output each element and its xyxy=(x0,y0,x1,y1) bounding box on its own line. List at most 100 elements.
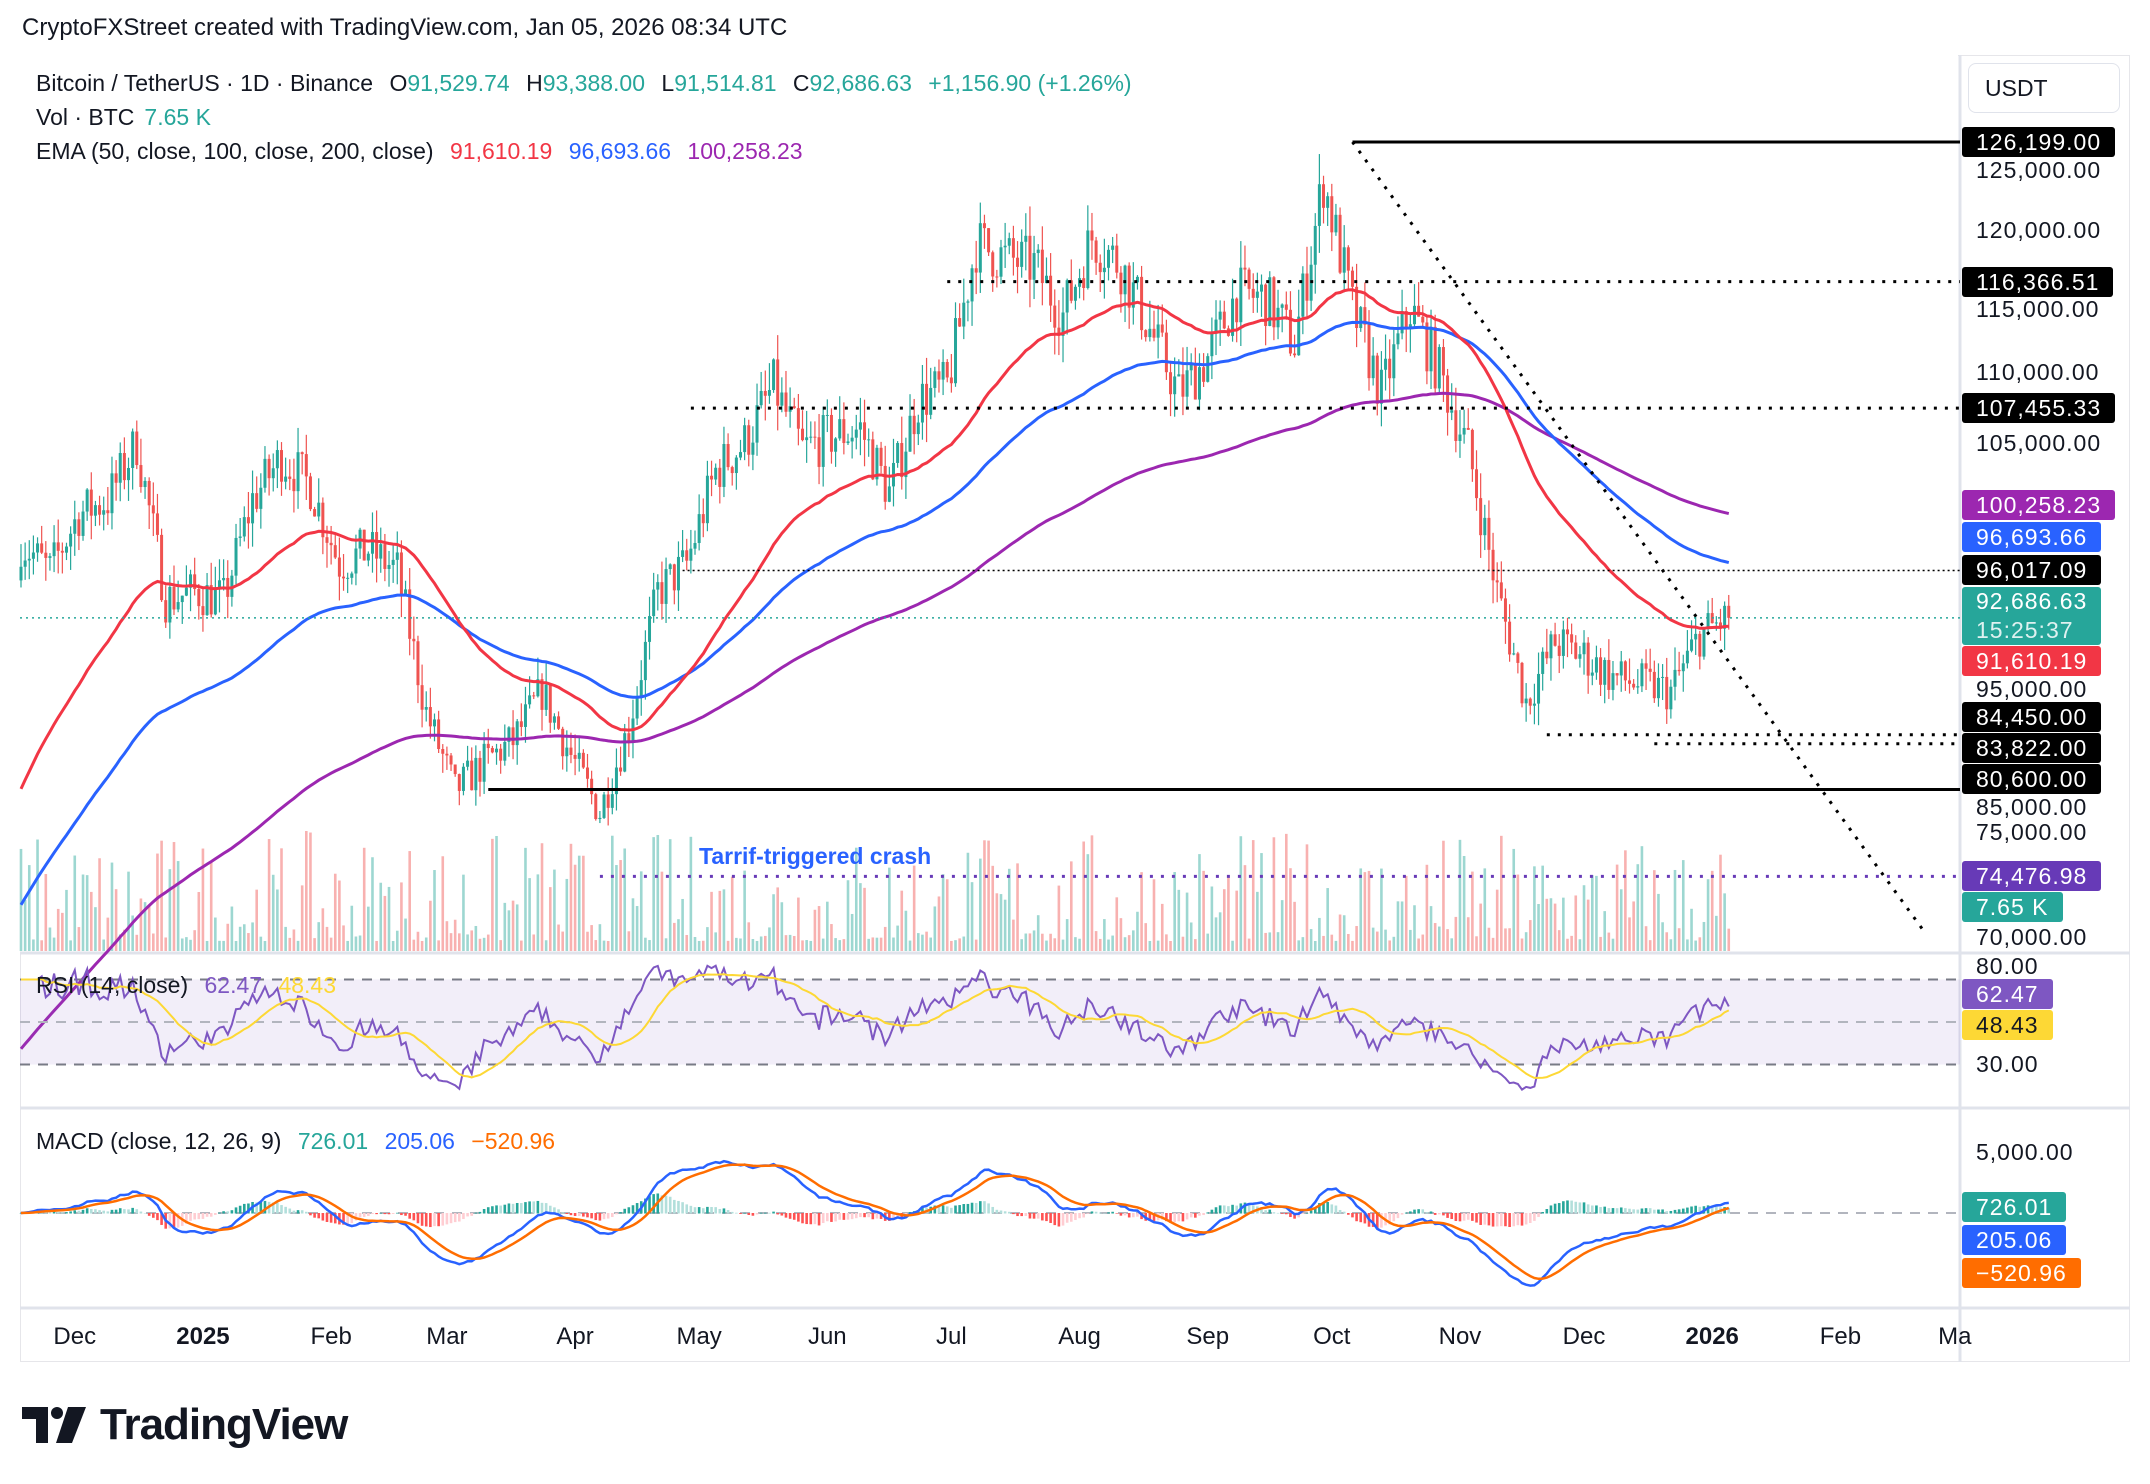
macd-histogram-bar xyxy=(118,1208,122,1214)
macd-label[interactable]: MACD (close, 12, 26, 9) xyxy=(36,1128,282,1154)
macd-histogram-bar xyxy=(813,1213,817,1225)
macd-histogram-bar xyxy=(1218,1205,1222,1214)
volume-bar xyxy=(764,935,767,951)
volume-bar xyxy=(916,933,920,951)
volume-bar xyxy=(1173,872,1176,951)
ema-label[interactable]: EMA (50, close, 100, close, 200, close) xyxy=(36,138,434,164)
volume-bar xyxy=(280,848,283,951)
macd-histogram-bar xyxy=(1264,1210,1267,1214)
currency-button[interactable]: USDT xyxy=(1968,63,2120,113)
volume-label[interactable]: Vol · BTC xyxy=(36,104,135,130)
volume-bar xyxy=(1619,889,1623,951)
macd-histogram-bar xyxy=(1260,1207,1263,1214)
candle-body xyxy=(635,696,639,719)
volume-bar xyxy=(152,933,155,951)
volume-bar xyxy=(1355,926,1358,951)
volume-bar xyxy=(718,890,722,951)
macd-histogram-bar xyxy=(1462,1213,1466,1221)
rsi-ma-axis-label: 48.43 xyxy=(1962,1010,2053,1040)
macd-histogram-bar xyxy=(850,1213,854,1220)
volume-bar xyxy=(875,937,879,951)
candle-body xyxy=(784,392,788,412)
macd-histogram-bar xyxy=(1458,1213,1462,1222)
symbol-title[interactable]: Bitcoin / TetherUS · 1D · Binance xyxy=(36,70,374,96)
macd-histogram-bar xyxy=(1524,1213,1528,1225)
macd-histogram-bar xyxy=(433,1213,436,1227)
rsi-label[interactable]: RSI (14, close) xyxy=(36,972,189,998)
volume-bar xyxy=(863,887,866,951)
macd-histogram-bar xyxy=(123,1209,126,1214)
candle-body xyxy=(474,757,478,791)
volume-bar xyxy=(1628,917,1631,951)
macd-histogram-bar xyxy=(391,1213,395,1214)
macd-histogram-bar xyxy=(242,1203,246,1214)
macd-histogram-bar xyxy=(1586,1204,1590,1214)
candle-body xyxy=(751,442,755,455)
macd-histogram-bar xyxy=(1425,1212,1429,1214)
candle-body xyxy=(1218,311,1222,320)
volume-bar xyxy=(974,939,978,951)
macd-histogram-bar xyxy=(1438,1213,1441,1215)
macd-histogram-bar xyxy=(1165,1213,1168,1222)
candle-body xyxy=(1073,286,1077,301)
level-price-label: 116,366.51 xyxy=(1962,267,2114,297)
macd-histogram-bar xyxy=(333,1213,337,1224)
candle-body xyxy=(1011,238,1015,258)
volume-bar xyxy=(1409,929,1412,951)
volume-bar xyxy=(991,865,995,951)
volume-bar xyxy=(1074,937,1077,951)
volume-bar xyxy=(305,831,308,951)
candle-body xyxy=(1388,358,1392,379)
macd-histogram-bar xyxy=(271,1202,275,1214)
volume-bar xyxy=(81,874,85,951)
macd-histogram-bar xyxy=(371,1213,374,1215)
volume-bar xyxy=(276,889,279,951)
price-tick-label: 120,000.00 xyxy=(1976,217,2102,243)
candle-body xyxy=(718,467,722,487)
volume-bar xyxy=(598,924,602,951)
volume-bar xyxy=(1578,939,1582,951)
macd-histogram-bar xyxy=(491,1206,494,1214)
candle-body xyxy=(151,505,155,514)
volume-bar xyxy=(1181,936,1185,951)
macd-histogram-bar xyxy=(350,1213,354,1224)
candle-body xyxy=(602,794,606,818)
volume-bar xyxy=(325,926,329,951)
volume-bar xyxy=(1611,938,1615,951)
volume-bar xyxy=(1094,931,1098,951)
candle-body xyxy=(652,589,656,617)
ema100-line xyxy=(19,320,1730,906)
candle-body xyxy=(1603,659,1607,685)
volume-bar xyxy=(780,902,784,951)
candle-body xyxy=(445,753,449,756)
macd-histogram-bar xyxy=(668,1196,672,1214)
volume-bar xyxy=(582,855,585,951)
macd-histogram-bar xyxy=(689,1205,693,1214)
candle-body xyxy=(573,754,577,759)
low-label: L xyxy=(661,70,675,96)
volume-bar xyxy=(1012,919,1015,951)
candle-body xyxy=(1197,367,1201,400)
candle-body xyxy=(1049,275,1053,306)
volume-bar xyxy=(784,935,788,951)
macd-histogram-bar xyxy=(1375,1213,1379,1229)
macd-histogram-bar xyxy=(805,1213,808,1225)
volume-bar xyxy=(114,889,118,951)
candle-body xyxy=(85,489,89,512)
macd-histogram-bar xyxy=(1500,1213,1503,1227)
candle-body xyxy=(561,728,565,757)
volume-bar xyxy=(830,924,833,951)
volume-bar xyxy=(1305,844,1309,951)
macd-histogram-bar xyxy=(1326,1201,1329,1214)
volume-bar xyxy=(395,930,399,951)
price-tick-label: 75,000.00 xyxy=(1976,819,2088,845)
candle-body xyxy=(1648,668,1652,672)
macd-histogram-bar xyxy=(979,1201,982,1214)
macd-histogram-bar xyxy=(685,1204,689,1214)
macd-histogram-bar xyxy=(135,1209,139,1214)
volume-bar xyxy=(300,885,304,951)
candle-body xyxy=(1553,634,1557,646)
volume-bar xyxy=(1706,879,1710,951)
macd-histogram-bar xyxy=(1338,1209,1342,1214)
